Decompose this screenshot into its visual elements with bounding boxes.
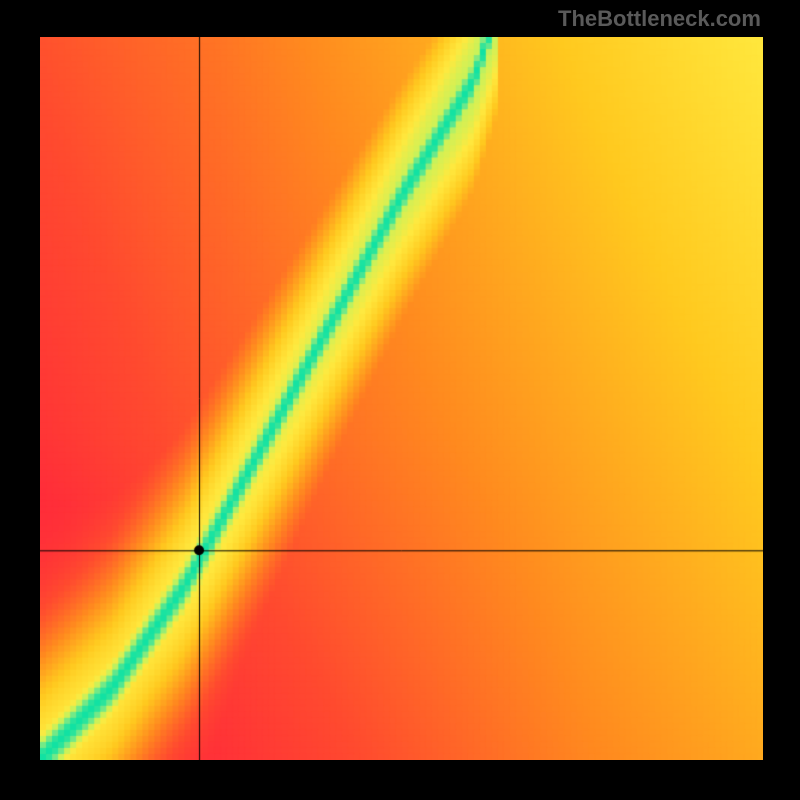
bottleneck-heatmap: [40, 37, 763, 760]
watermark-text: TheBottleneck.com: [558, 6, 761, 32]
